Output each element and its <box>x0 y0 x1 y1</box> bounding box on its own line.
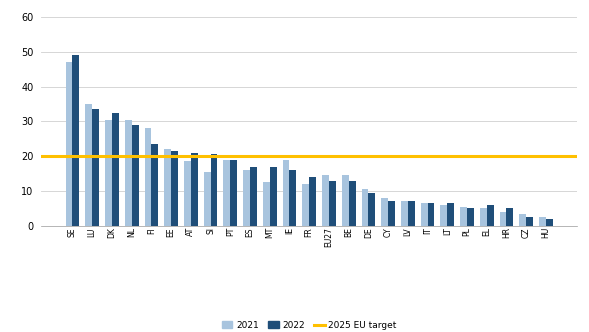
Bar <box>151 144 158 226</box>
Bar <box>263 182 270 226</box>
Bar <box>164 149 171 226</box>
Bar <box>421 203 428 226</box>
Bar <box>441 205 447 226</box>
2025 EU target <box>89 154 96 158</box>
Legend: 2021, 2022, 2025 EU target: 2021, 2022, 2025 EU target <box>218 317 401 332</box>
Bar <box>250 167 257 226</box>
Bar <box>112 113 119 226</box>
Bar <box>447 203 454 226</box>
Bar <box>302 184 309 226</box>
Bar <box>480 208 487 226</box>
Bar <box>388 202 395 226</box>
Bar <box>223 160 230 226</box>
Bar <box>309 177 316 226</box>
Bar <box>105 120 112 226</box>
Bar <box>211 154 217 226</box>
Bar <box>184 161 191 226</box>
Bar <box>144 128 151 226</box>
Bar <box>519 213 526 226</box>
Bar <box>408 202 415 226</box>
Bar <box>65 62 72 226</box>
Bar <box>283 160 290 226</box>
Bar <box>487 205 494 226</box>
Bar <box>381 198 388 226</box>
Bar <box>507 208 514 226</box>
Bar <box>204 172 211 226</box>
Bar <box>72 55 80 226</box>
Bar <box>499 212 507 226</box>
Bar <box>342 175 349 226</box>
Bar <box>546 219 553 226</box>
Bar <box>270 167 277 226</box>
Bar <box>428 203 435 226</box>
Bar <box>539 217 546 226</box>
Bar <box>85 104 92 226</box>
Bar <box>362 189 368 226</box>
Bar <box>92 109 99 226</box>
Bar <box>467 208 474 226</box>
Bar <box>401 202 408 226</box>
Bar <box>368 193 375 226</box>
Bar <box>460 207 467 226</box>
Bar <box>526 217 533 226</box>
Bar <box>290 170 296 226</box>
Bar <box>329 181 336 226</box>
2025 EU target <box>69 154 76 158</box>
Bar <box>191 153 198 226</box>
Bar <box>349 181 356 226</box>
Bar <box>125 120 132 226</box>
Bar <box>132 125 138 226</box>
Bar <box>171 151 178 226</box>
Bar <box>243 170 250 226</box>
Bar <box>322 175 329 226</box>
Bar <box>230 160 237 226</box>
